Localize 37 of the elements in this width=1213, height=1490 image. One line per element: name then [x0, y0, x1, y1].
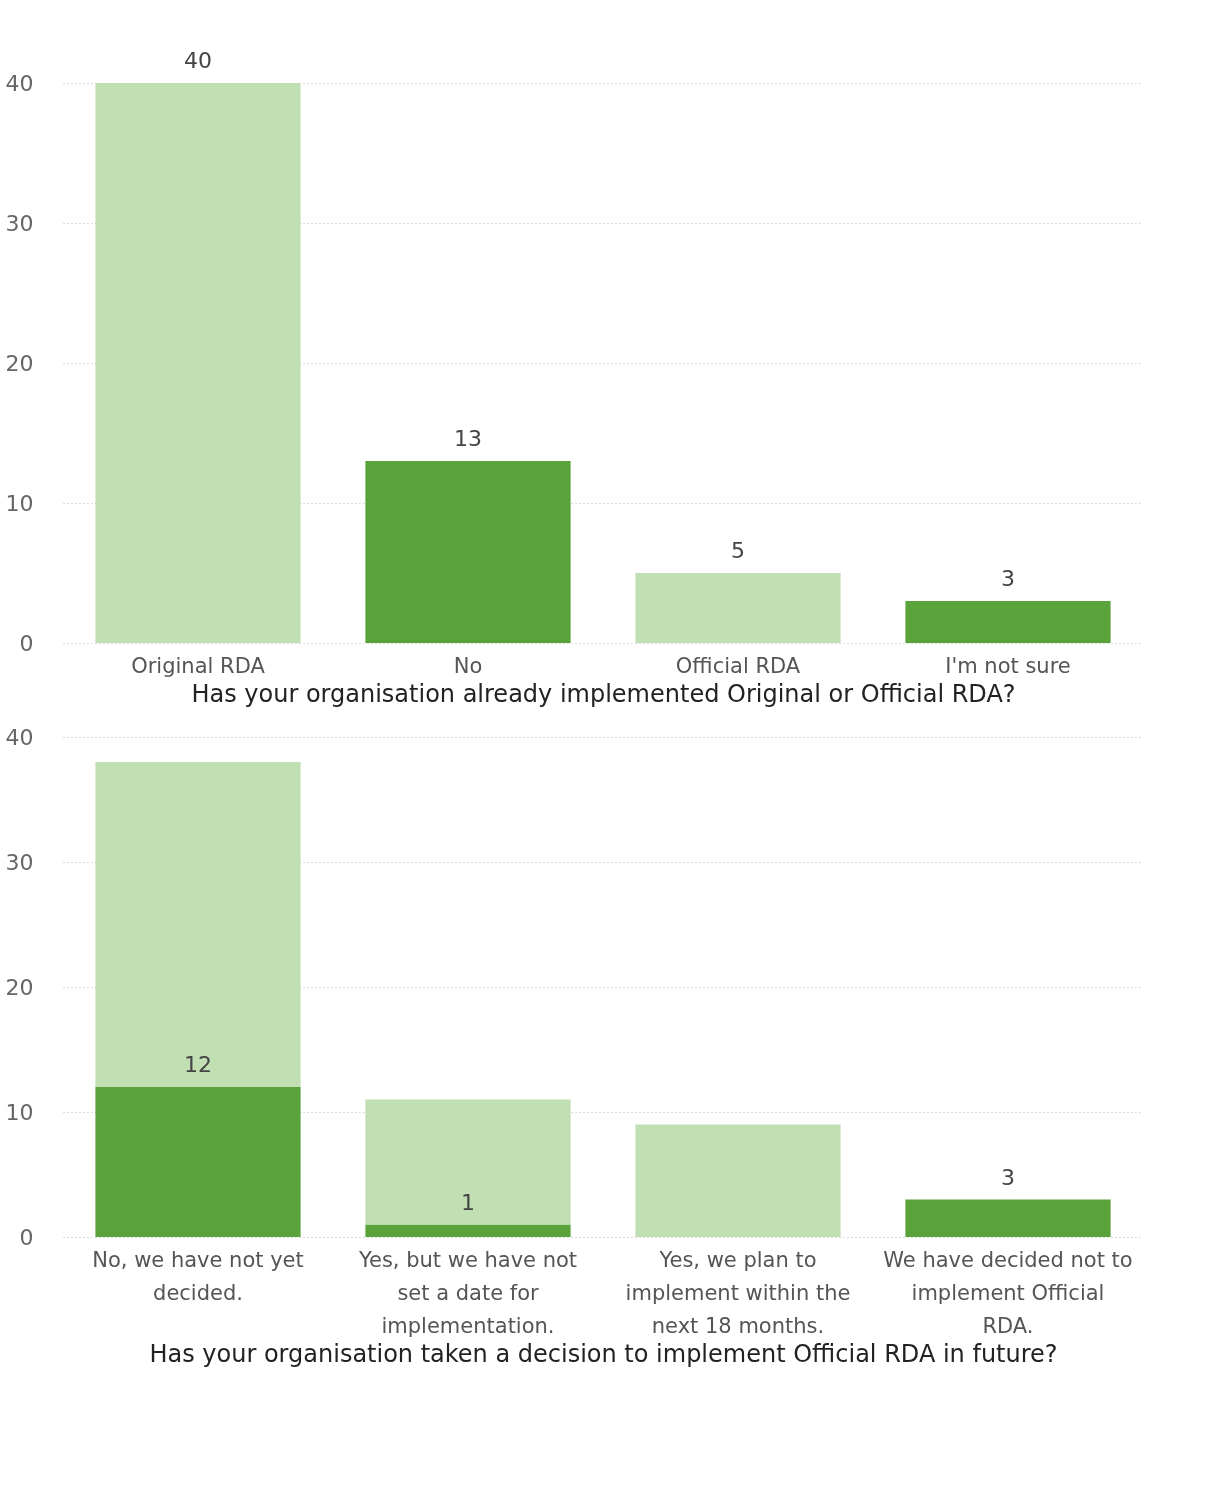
x-tick-label: Yes, but we have not set a date for implementation.	[357, 1247, 578, 1338]
y-tick-label: 40	[5, 70, 34, 96]
data-label: 3	[1001, 566, 1015, 591]
x-tick-label: Yes, we plan to implement within the next 18 months.	[625, 1247, 851, 1338]
bar	[365, 1224, 571, 1237]
bar	[95, 762, 301, 1087]
y-tick-label: 40	[5, 724, 34, 750]
x-tick-label: No, we have not yet decided.	[92, 1247, 304, 1305]
bar	[635, 573, 841, 643]
y-tick-label: 30	[5, 849, 34, 875]
y-tick-label: 10	[5, 490, 34, 516]
bar	[905, 601, 1111, 643]
data-label: 5	[731, 538, 745, 563]
x-tick-label: Official RDA	[675, 653, 801, 678]
bar	[95, 1087, 301, 1237]
bar	[905, 1199, 1111, 1237]
x-tick-label: No	[453, 653, 483, 678]
y-tick-label: 20	[5, 974, 34, 1000]
data-label: 13	[454, 426, 482, 451]
y-tick-label: 30	[5, 210, 34, 236]
bar	[635, 1124, 841, 1237]
bar	[95, 83, 301, 643]
x-tick-label: We have decided not to implement Official RDA.	[883, 1247, 1133, 1338]
data-label: 3	[1001, 1164, 1015, 1190]
y-tick-label: 0	[19, 630, 34, 656]
y-tick-label: 10	[5, 1099, 34, 1125]
x-tick-label: I'm not sure	[945, 653, 1071, 678]
y-tick-label: 0	[19, 1224, 34, 1250]
data-label: 12	[184, 1052, 212, 1077]
y-tick-label: 20	[5, 350, 34, 376]
data-label: 1	[461, 1189, 475, 1215]
data-label: 40	[184, 48, 212, 73]
x-axis-title: Has your organisation already implemented Original or Official RDA?	[191, 679, 1016, 708]
x-tick-label: Original RDA	[131, 653, 266, 678]
bar	[365, 1099, 571, 1225]
x-axis-title: Has your organisation taken a decision to implement Official RDA in future?	[149, 1339, 1058, 1368]
bar	[365, 461, 571, 643]
